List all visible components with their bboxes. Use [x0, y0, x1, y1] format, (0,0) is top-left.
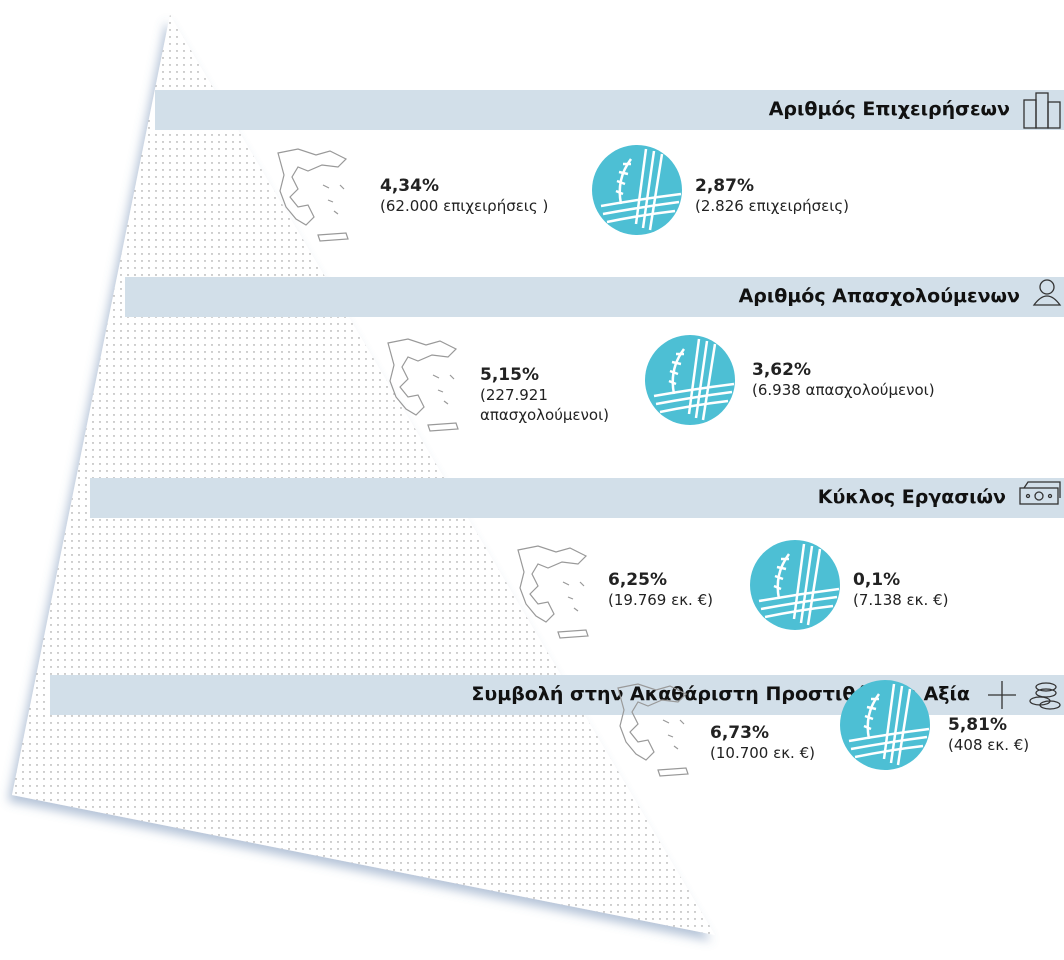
section-bar: [155, 90, 1064, 130]
stat-detail: (19.769 εκ. €): [608, 591, 713, 609]
stat: 5,81% (408 εκ. €): [948, 715, 1064, 755]
section-icon: [982, 675, 1062, 719]
logo: [839, 679, 931, 775]
section-icon: [1018, 478, 1062, 512]
stat: 0,1% (7.138 εκ. €): [853, 570, 1003, 610]
section-icon: [1032, 277, 1062, 311]
section-title: Αριθμός Απασχολούμενων: [738, 285, 1020, 307]
stat-detail: (408 εκ. €): [948, 736, 1030, 754]
stat-detail: (10.700 εκ. €): [710, 744, 815, 762]
stat-percent: 6,73%: [710, 723, 769, 743]
stat-percent: 6,25%: [608, 570, 667, 590]
stat-detail: (227.921 απασχολούμενοι): [480, 386, 610, 424]
section-bar: [125, 277, 1064, 317]
stat-percent: 5,81%: [948, 715, 1007, 735]
section-title: Συμβολή στην Ακαθάριστη Προστιθέμενη Αξί…: [471, 683, 970, 705]
logo: [749, 539, 841, 635]
greece-map: [508, 542, 598, 646]
stat-percent: 0,1%: [853, 570, 901, 590]
stat-detail: (2.826 επιχειρήσεις): [695, 197, 849, 215]
stat-detail: (6.938 απασχολούμενοι): [752, 381, 935, 399]
stat: 6,25% (19.769 εκ. €): [608, 570, 758, 610]
section-title: Κύκλος Εργασιών: [817, 486, 1006, 508]
logo: [591, 144, 683, 240]
logo: [644, 334, 736, 430]
stat: 6,73% (10.700 εκ. €): [710, 723, 860, 763]
stat-percent: 5,15%: [480, 365, 539, 385]
section-title: Αριθμός Επιχειρήσεων: [768, 98, 1010, 120]
stat: 5,15% (227.921 απασχολούμενοι): [480, 365, 650, 425]
stat-percent: 2,87%: [695, 176, 754, 196]
stat-percent: 3,62%: [752, 360, 811, 380]
section-bar: [90, 478, 1064, 518]
section-icon: [1022, 90, 1062, 134]
greece-map: [608, 680, 698, 784]
greece-map: [378, 335, 468, 439]
greece-map: [268, 145, 358, 249]
stat-detail: (62.000 επιχειρήσεις ): [380, 197, 549, 215]
stat: 4,34% (62.000 επιχειρήσεις ): [380, 176, 570, 216]
stat-detail: (7.138 εκ. €): [853, 591, 949, 609]
stat-percent: 4,34%: [380, 176, 439, 196]
stat: 3,62% (6.938 απασχολούμενοι): [752, 360, 942, 400]
stat: 2,87% (2.826 επιχειρήσεις): [695, 176, 895, 216]
